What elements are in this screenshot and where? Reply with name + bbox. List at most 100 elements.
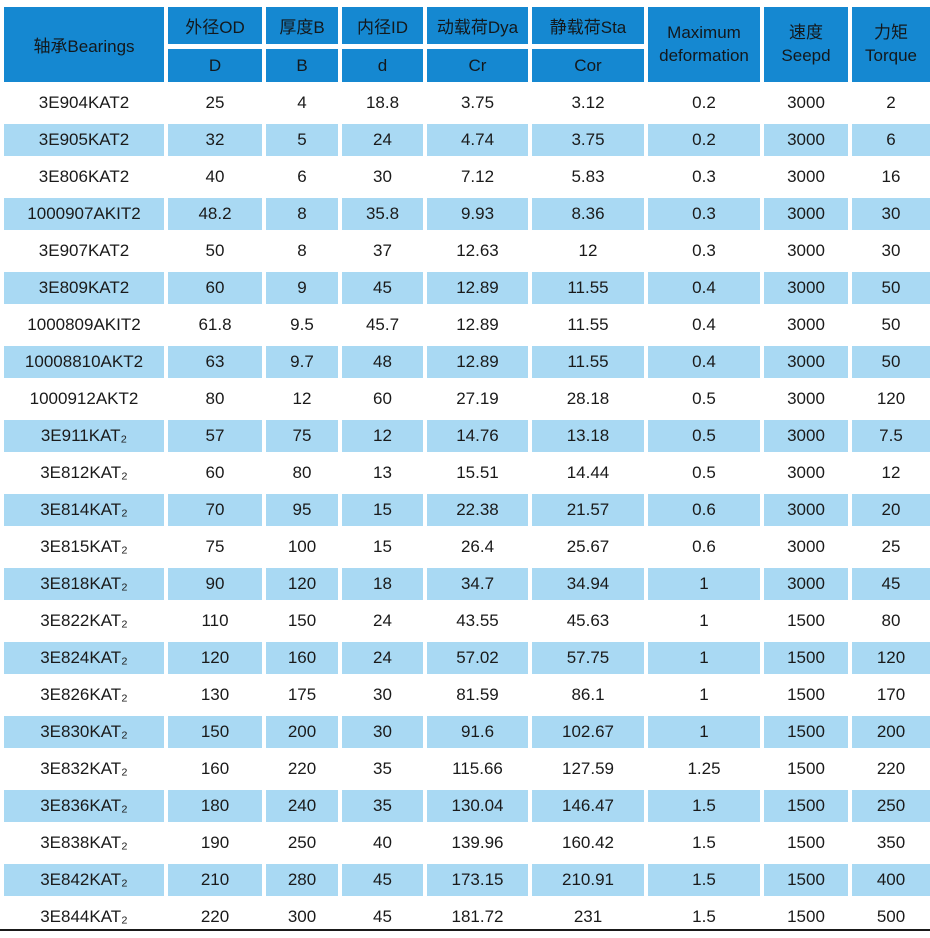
value-cell: 231 (532, 901, 644, 933)
header-static-load-symbol: Cor (532, 49, 644, 82)
value-cell: 18.8 (342, 87, 423, 119)
value-cell: 11.55 (532, 309, 644, 341)
value-cell: 0.3 (648, 235, 760, 267)
bearing-model-cell: 3E838KAT₂ (4, 827, 164, 859)
value-cell: 3000 (764, 346, 848, 378)
table-row: 3E826KAT₂ 130 175 30 81.59 86.1 1 1500 170 (4, 679, 930, 711)
value-cell: 14.44 (532, 457, 644, 489)
header-speed: 速度 Seepd (764, 7, 848, 82)
value-cell: 34.7 (427, 568, 528, 600)
value-cell: 40 (342, 827, 423, 859)
header-od: 外径OD (168, 7, 262, 44)
value-cell: 1 (648, 568, 760, 600)
table-row: 3E911KAT₂ 57 75 12 14.76 13.18 0.5 3000 7.5 (4, 420, 930, 452)
header-torque: 力矩 Torque (852, 7, 930, 82)
value-cell: 0.3 (648, 198, 760, 230)
value-cell: 130.04 (427, 790, 528, 822)
value-cell: 3000 (764, 87, 848, 119)
value-cell: 1500 (764, 827, 848, 859)
value-cell: 4 (266, 87, 338, 119)
value-cell: 95 (266, 494, 338, 526)
value-cell: 8 (266, 235, 338, 267)
value-cell: 61.8 (168, 309, 262, 341)
table-row: 10008810AKT2 63 9.7 48 12.89 11.55 0.4 3000 50 (4, 346, 930, 378)
value-cell: 40 (168, 161, 262, 193)
value-cell: 24 (342, 124, 423, 156)
value-cell: 220 (852, 753, 930, 785)
value-cell: 3.12 (532, 87, 644, 119)
value-cell: 34.94 (532, 568, 644, 600)
value-cell: 12.89 (427, 346, 528, 378)
table-row: 3E815KAT₂ 75 100 15 26.4 25.67 0.6 3000 25 (4, 531, 930, 563)
value-cell: 12.89 (427, 272, 528, 304)
value-cell: 60 (168, 272, 262, 304)
table-row: 3E806KAT2 40 6 30 7.12 5.83 0.3 3000 16 (4, 161, 930, 193)
value-cell: 30 (852, 235, 930, 267)
value-cell: 3000 (764, 198, 848, 230)
value-cell: 0.6 (648, 531, 760, 563)
value-cell: 30 (342, 679, 423, 711)
value-cell: 50 (168, 235, 262, 267)
value-cell: 1.5 (648, 790, 760, 822)
header-max-deformation: Maximum deformation (648, 7, 760, 82)
bearing-model-cell: 3E844KAT₂ (4, 901, 164, 933)
value-cell: 15 (342, 531, 423, 563)
value-cell: 220 (266, 753, 338, 785)
value-cell: 102.67 (532, 716, 644, 748)
value-cell: 120 (168, 642, 262, 674)
bearing-model-cell: 3E826KAT₂ (4, 679, 164, 711)
value-cell: 80 (266, 457, 338, 489)
value-cell: 3000 (764, 161, 848, 193)
bearing-model-cell: 3E824KAT₂ (4, 642, 164, 674)
value-cell: 0.5 (648, 420, 760, 452)
value-cell: 240 (266, 790, 338, 822)
table-row: 3E832KAT₂ 160 220 35 115.66 127.59 1.25 1500 220 (4, 753, 930, 785)
value-cell: 181.72 (427, 901, 528, 933)
value-cell: 210.91 (532, 864, 644, 896)
value-cell: 14.76 (427, 420, 528, 452)
value-cell: 3000 (764, 531, 848, 563)
value-cell: 35 (342, 753, 423, 785)
header-torque-line2: Torque (865, 45, 917, 65)
value-cell: 24 (342, 642, 423, 674)
value-cell: 0.5 (648, 383, 760, 415)
value-cell: 12 (852, 457, 930, 489)
value-cell: 25.67 (532, 531, 644, 563)
value-cell: 3000 (764, 124, 848, 156)
value-cell: 1500 (764, 864, 848, 896)
bearing-model-cell: 3E809KAT2 (4, 272, 164, 304)
value-cell: 57.75 (532, 642, 644, 674)
value-cell: 16 (852, 161, 930, 193)
bearing-model-cell: 3E842KAT₂ (4, 864, 164, 896)
value-cell: 1 (648, 605, 760, 637)
value-cell: 280 (266, 864, 338, 896)
value-cell: 15 (342, 494, 423, 526)
value-cell: 9.5 (266, 309, 338, 341)
value-cell: 180 (168, 790, 262, 822)
header-id: 内径ID (342, 7, 423, 44)
value-cell: 81.59 (427, 679, 528, 711)
header-torque-line1: 力矩 (874, 23, 908, 43)
value-cell: 120 (852, 642, 930, 674)
value-cell: 160.42 (532, 827, 644, 859)
value-cell: 1500 (764, 642, 848, 674)
value-cell: 80 (852, 605, 930, 637)
bearing-model-cell: 3E911KAT₂ (4, 420, 164, 452)
header-id-symbol: d (342, 49, 423, 82)
value-cell: 45 (342, 272, 423, 304)
header-dynamic-load: 动载荷Dya (427, 7, 528, 44)
value-cell: 9 (266, 272, 338, 304)
value-cell: 1.5 (648, 827, 760, 859)
value-cell: 127.59 (532, 753, 644, 785)
value-cell: 37 (342, 235, 423, 267)
bearing-model-cell: 3E832KAT₂ (4, 753, 164, 785)
value-cell: 50 (852, 272, 930, 304)
value-cell: 48 (342, 346, 423, 378)
value-cell: 150 (168, 716, 262, 748)
value-cell: 300 (266, 901, 338, 933)
value-cell: 45 (852, 568, 930, 600)
table-row: 3E904KAT2 25 4 18.8 3.75 3.12 0.2 3000 2 (4, 87, 930, 119)
value-cell: 45 (342, 864, 423, 896)
value-cell: 2 (852, 87, 930, 119)
value-cell: 3.75 (427, 87, 528, 119)
